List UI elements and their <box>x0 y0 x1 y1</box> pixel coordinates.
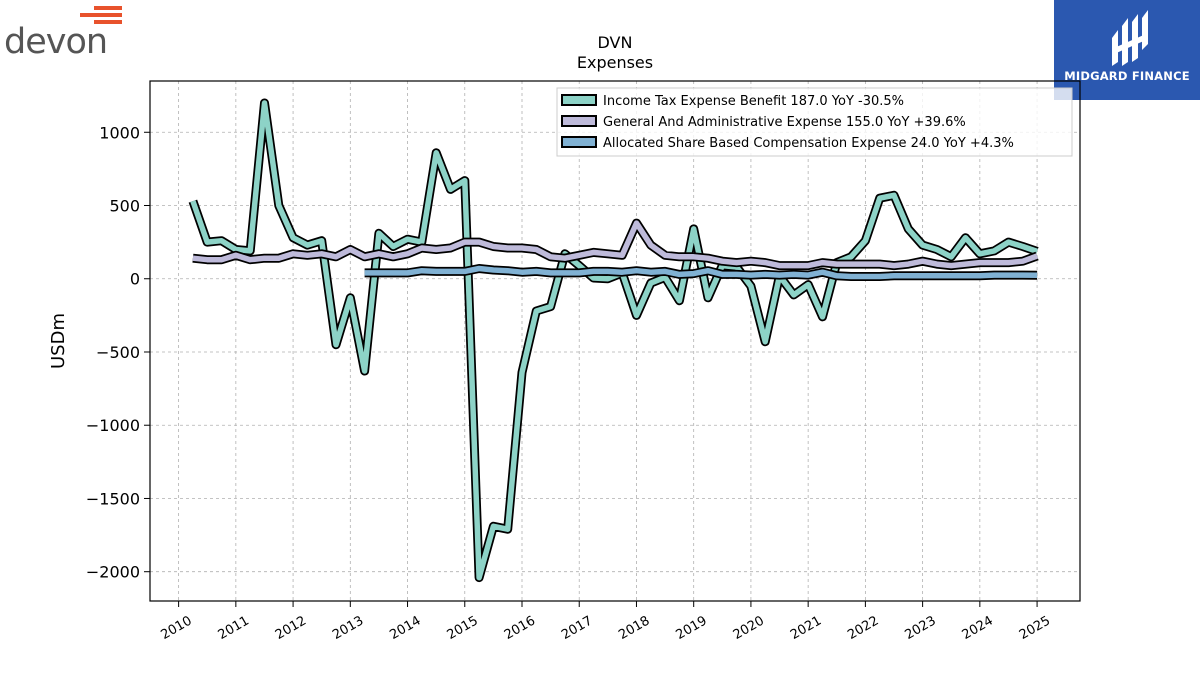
series-line-3 <box>364 264 1038 281</box>
y-tick-label: 500 <box>109 197 140 216</box>
y-axis-label: USDm <box>48 313 69 369</box>
legend-label: Allocated Share Based Compensation Expen… <box>603 136 1014 151</box>
midgard-logo-text: MIDGARD FINANCE <box>1064 69 1190 83</box>
x-tick-label: 2013 <box>330 613 366 643</box>
midgard-finance-logo: MIDGARD FINANCE <box>1054 0 1200 100</box>
y-tick-label: −1500 <box>86 489 140 508</box>
y-tick-label: 1000 <box>99 123 140 142</box>
x-tick-label: 2019 <box>674 613 710 643</box>
series-stroke <box>192 220 1039 269</box>
x-tick-label: 2025 <box>1017 613 1053 643</box>
devon-logo-bar <box>80 13 122 17</box>
y-tick-label: 0 <box>130 270 140 289</box>
x-tick-label: 2022 <box>845 613 881 643</box>
x-tick-label: 2010 <box>158 613 194 643</box>
y-tick-label: −2000 <box>86 563 140 582</box>
chart-title: DVN <box>598 33 633 52</box>
x-tick-label: 2020 <box>731 613 767 643</box>
x-tick-label: 2011 <box>216 613 252 643</box>
series-line-2 <box>192 218 1039 271</box>
x-tick-label: 2023 <box>902 613 938 643</box>
chart-subtitle: Expenses <box>577 53 653 72</box>
y-tick-label: −500 <box>96 343 140 362</box>
series-outline <box>188 98 1039 583</box>
devon-logo-text: devon <box>4 22 108 62</box>
series-stroke <box>190 100 1038 581</box>
series-stroke <box>364 265 1038 280</box>
x-tick-label: 2015 <box>445 613 481 643</box>
legend: Income Tax Expense Benefit 187.0 YoY -30… <box>556 87 1073 157</box>
x-tick-label: 2021 <box>788 613 824 643</box>
x-tick-label: 2018 <box>616 613 652 643</box>
plot-frame <box>149 80 1081 602</box>
grid <box>150 81 1080 601</box>
devon-logo-mark <box>80 6 122 24</box>
x-tick-label: 2012 <box>273 613 309 643</box>
legend-box <box>556 87 1073 157</box>
midgard-logo-mark <box>1112 10 1148 66</box>
x-tick-label: 2016 <box>502 613 538 643</box>
legend-label: Income Tax Expense Benefit 187.0 YoY -30… <box>603 94 904 109</box>
devon-logo <box>4 4 128 64</box>
y-axis: 1000 500 0 −500 −1000 −1500 −2000 <box>86 123 150 582</box>
x-axis: 2010 2011 2012 2013 2014 2015 2016 2017 2018 2019… <box>158 601 1053 643</box>
legend-label: General And Administrative Expense 155.0… <box>603 115 966 130</box>
x-tick-label: 2024 <box>960 613 996 643</box>
y-tick-label: −1000 <box>86 416 140 435</box>
series-line-1 <box>188 98 1039 583</box>
devon-logo-bar <box>94 20 122 24</box>
x-tick-label: 2017 <box>559 613 595 643</box>
legend-swatch <box>561 115 597 127</box>
series-layer <box>188 98 1039 583</box>
x-tick-label: 2014 <box>387 613 423 643</box>
devon-logo-bar <box>94 6 122 10</box>
legend-swatch <box>561 136 597 148</box>
legend-swatch <box>561 94 597 106</box>
